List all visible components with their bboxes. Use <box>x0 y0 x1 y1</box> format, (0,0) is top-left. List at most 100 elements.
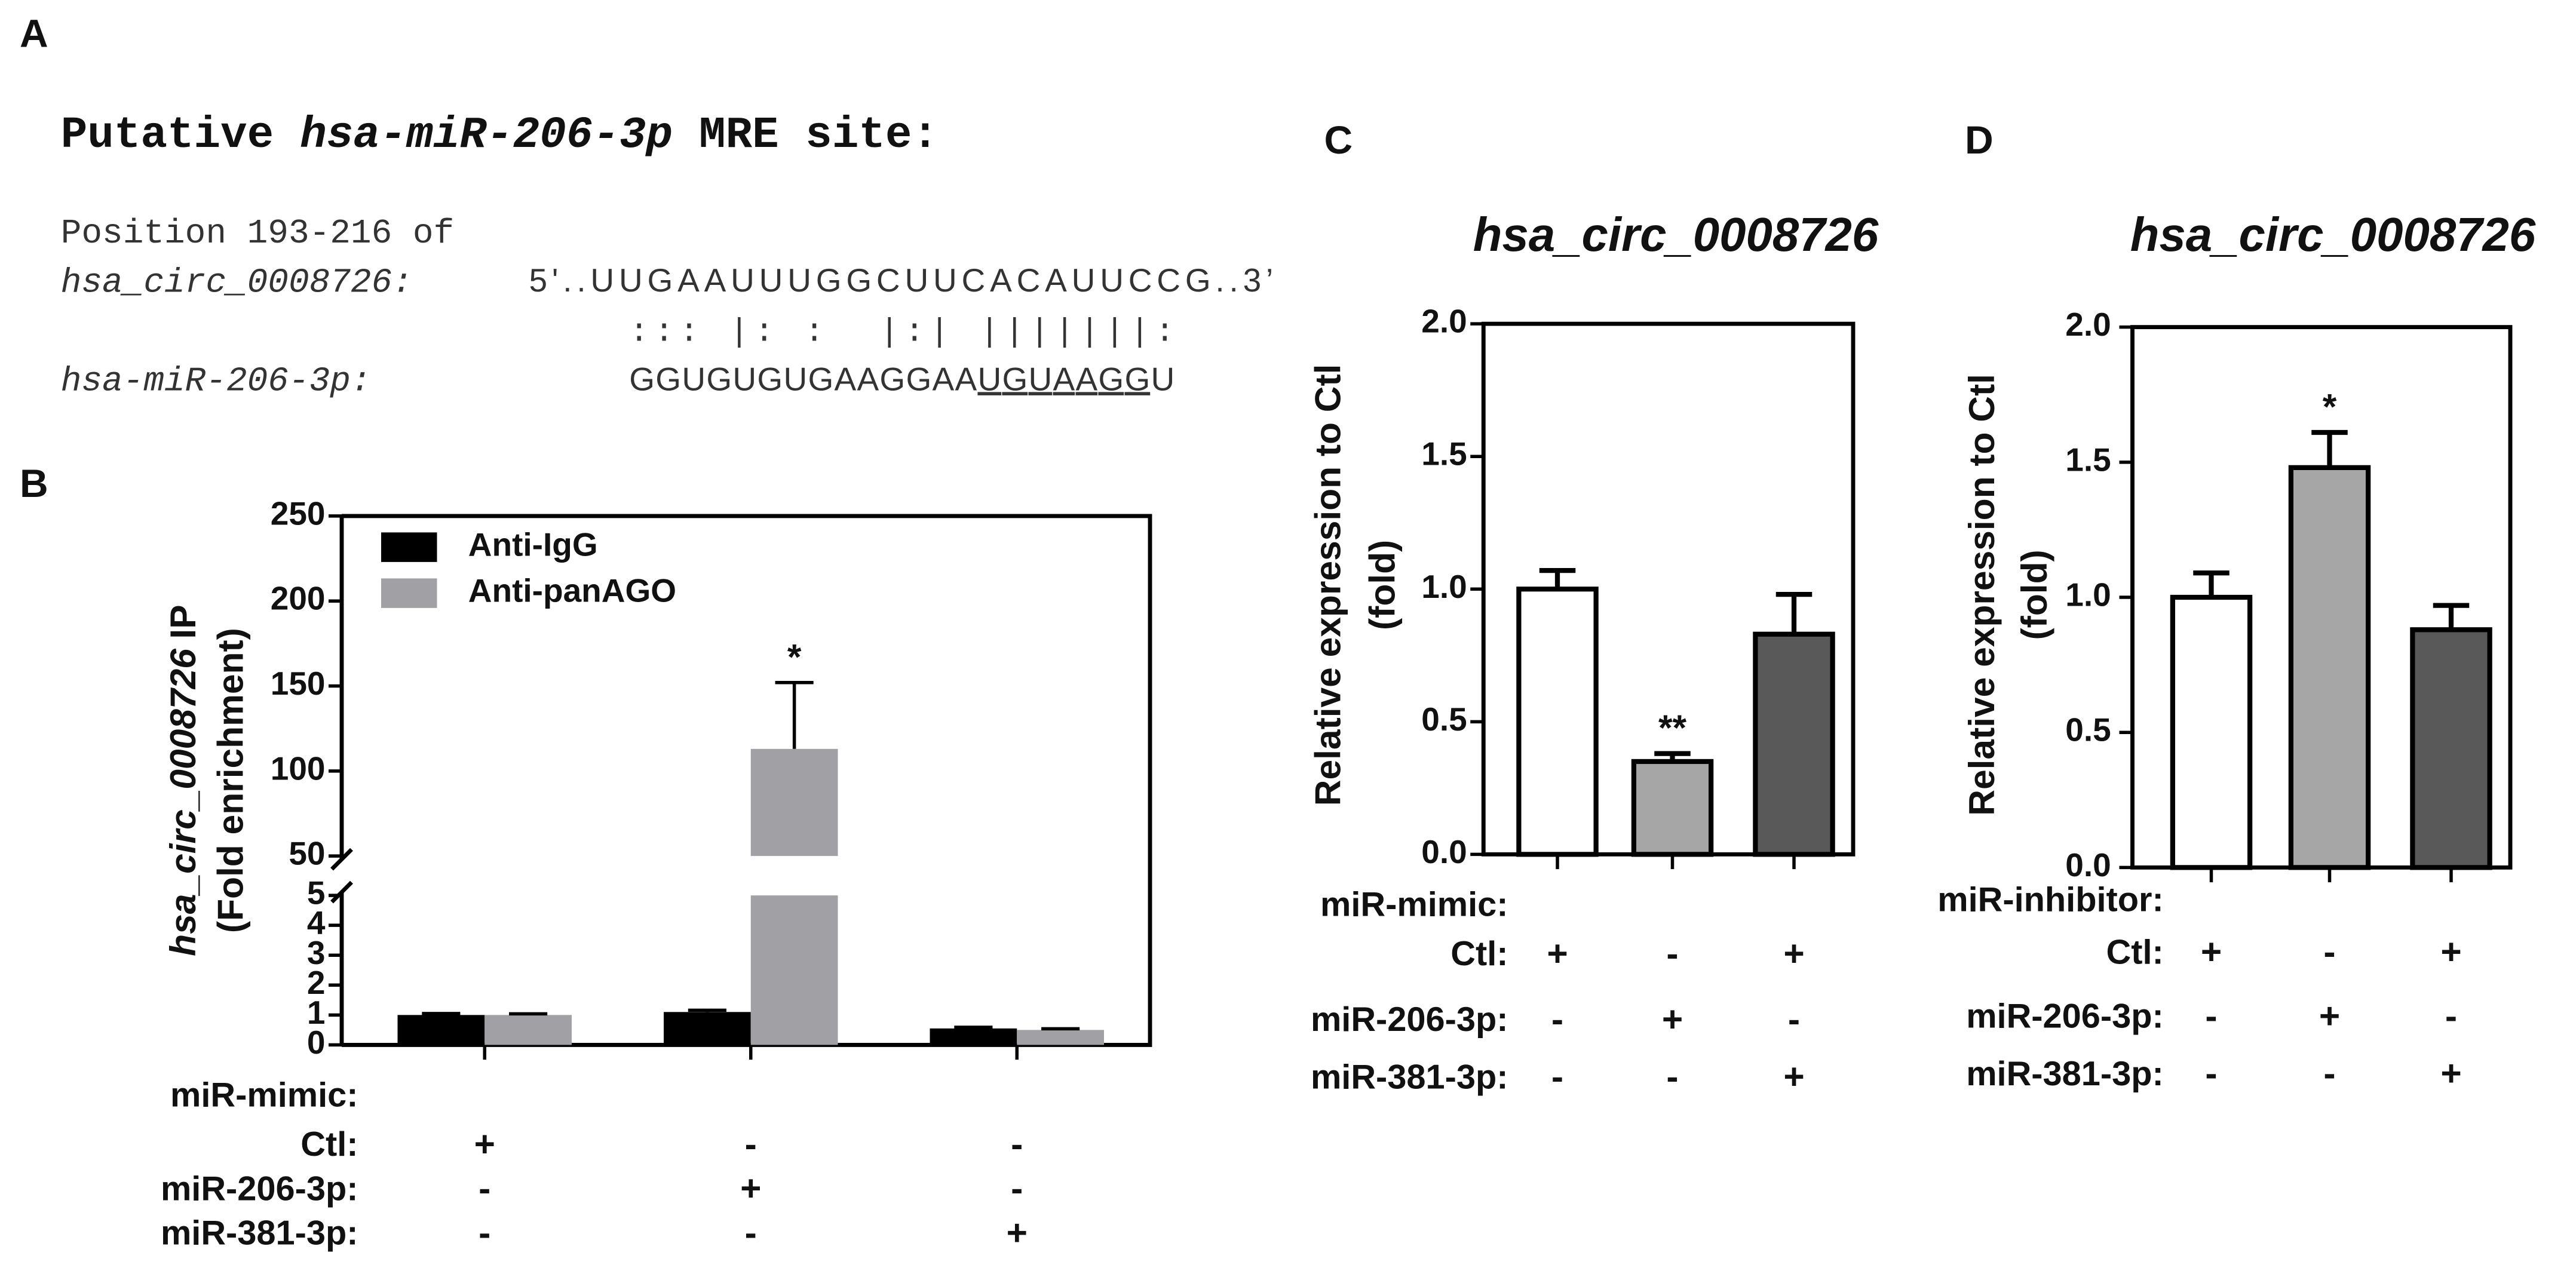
condition-mark: + <box>1662 999 1683 1039</box>
error-bar <box>2433 603 2470 630</box>
condition-mark: - <box>1551 999 1563 1039</box>
pairing: ::: |: : |:| |||||||: <box>629 313 1174 351</box>
condition-mark: + <box>474 1124 495 1164</box>
panel-label: D <box>1965 118 1994 162</box>
condition-mark: - <box>2445 995 2457 1036</box>
condition-name: miR-381-3p: <box>1966 1055 2164 1093</box>
chart-title: hsa_circ_0008726 <box>2130 208 2536 261</box>
y-axis-label-part: (Fold enrichment) <box>210 628 250 933</box>
y-tick-label: 150 <box>271 665 326 702</box>
axis-break <box>330 880 353 904</box>
y-tick-label: 1.0 <box>2065 576 2111 613</box>
condition-mark: - <box>745 1212 757 1253</box>
legend-swatch <box>381 578 437 608</box>
y-tick-label: 1.0 <box>1421 568 1467 605</box>
condition-name: miR-206-3p: <box>1966 997 2164 1036</box>
y-tick-label: 0 <box>307 1024 326 1061</box>
error-bar <box>509 1012 548 1016</box>
condition-mark: + <box>1783 933 1804 974</box>
y-tick-label: 3 <box>307 934 326 971</box>
error-bar <box>1775 592 1813 634</box>
condition-title: miR-mimic: <box>1320 886 1508 924</box>
mirna-sequence: GGUGUGUGAAGGAAUGUAAGGU <box>629 360 1174 397</box>
y-tick-label: 1.5 <box>2065 441 2111 478</box>
condition-mark: - <box>745 1124 757 1164</box>
y-tick-label: 100 <box>271 750 326 787</box>
bar <box>930 1028 1017 1045</box>
y-tick-label: 50 <box>289 835 325 872</box>
significance: ** <box>1658 707 1687 748</box>
panel-label: B <box>20 461 48 505</box>
condition-mark: + <box>2440 931 2461 972</box>
condition-mark: + <box>1783 1056 1804 1097</box>
condition-mark: - <box>2205 995 2217 1036</box>
bar <box>1631 759 1714 857</box>
y-axis-label-part: Relative expression to Ctl <box>1307 364 1348 806</box>
axis-break <box>330 848 353 871</box>
title-mirna: hsa-miR-206-3p <box>300 110 673 160</box>
y-tick-label: 4 <box>307 904 326 941</box>
y-axis-label: hsa_circ_0008726 IP <box>162 604 203 956</box>
position-text: Position 193-216 of <box>61 214 454 253</box>
circ-name: hsa_circ_0008726: <box>61 264 413 303</box>
y-tick-label: 5 <box>307 874 326 911</box>
title-text: Putative <box>61 110 274 160</box>
panel-label: A <box>20 11 48 55</box>
condition-mark: - <box>1011 1124 1023 1164</box>
condition-mark: - <box>479 1168 490 1208</box>
y-axis-label-part: (fold) <box>1361 540 1402 630</box>
condition-mark: - <box>2205 1053 2217 1094</box>
bar <box>1753 631 1835 857</box>
condition-name: miR-381-3p: <box>161 1214 358 1253</box>
condition-mark: + <box>2319 995 2340 1036</box>
condition-title: miR-mimic: <box>170 1076 358 1115</box>
condition-name: Ctl: <box>1450 935 1508 973</box>
error-bar <box>1539 568 1576 590</box>
legend-swatch <box>381 532 437 562</box>
seed-sequence: UGUAAGG <box>977 360 1150 397</box>
condition-mark: + <box>1547 933 1568 974</box>
error-bar <box>1654 751 1691 762</box>
y-axis-label-part: Relative expression to Ctl <box>1961 374 2002 816</box>
condition-mark: - <box>2323 1053 2335 1094</box>
condition-name: Ctl: <box>300 1125 358 1164</box>
error-bar <box>775 681 814 749</box>
legend-label: Anti-IgG <box>468 526 598 563</box>
condition-mark: + <box>2440 1053 2461 1094</box>
y-tick-label: 250 <box>271 495 326 532</box>
error-bar <box>2311 429 2348 468</box>
chart-title: hsa_circ_0008726 <box>1473 208 1879 261</box>
bar <box>2288 465 2371 870</box>
condition-name: Ctl: <box>2106 933 2164 971</box>
y-axis-label: (Fold enrichment) <box>210 628 250 933</box>
y-tick-label: 1.5 <box>1421 435 1467 472</box>
y-axis-label: Relative expression to Ctl <box>1961 374 2002 816</box>
condition-mark: - <box>1788 999 1800 1039</box>
condition-name: miR-381-3p: <box>1311 1058 1508 1096</box>
y-tick-label: 0.5 <box>2065 711 2111 748</box>
error-bar <box>2193 570 2230 597</box>
significance: * <box>787 636 802 677</box>
legend-label: Anti-panAGO <box>468 572 676 609</box>
mirna-name: hsa-miR-206-3p: <box>61 363 372 401</box>
error-bar <box>422 1012 461 1015</box>
y-tick-label: 2.0 <box>1421 303 1467 340</box>
condition-mark: + <box>1007 1212 1028 1253</box>
sequence-part: U <box>1151 360 1175 397</box>
y-axis-label-part: (fold) <box>2014 550 2054 640</box>
condition-mark: - <box>479 1212 490 1253</box>
bar <box>1516 587 1599 857</box>
y-axis-label: (fold) <box>2014 550 2054 640</box>
sequence-part: GGUGUGUGAAGGAA <box>629 360 977 397</box>
title-text: MRE site: <box>699 110 939 160</box>
error-bar <box>1041 1027 1080 1031</box>
y-tick-label: 0.5 <box>1421 701 1467 738</box>
bar <box>664 1012 751 1045</box>
y-tick-label: 2.0 <box>2065 306 2111 343</box>
condition-mark: + <box>2201 931 2222 972</box>
y-axis-label: Relative expression to Ctl <box>1307 364 1348 806</box>
condition-mark: - <box>1551 1056 1563 1097</box>
bar <box>397 1015 485 1045</box>
significance: * <box>2323 386 2337 427</box>
